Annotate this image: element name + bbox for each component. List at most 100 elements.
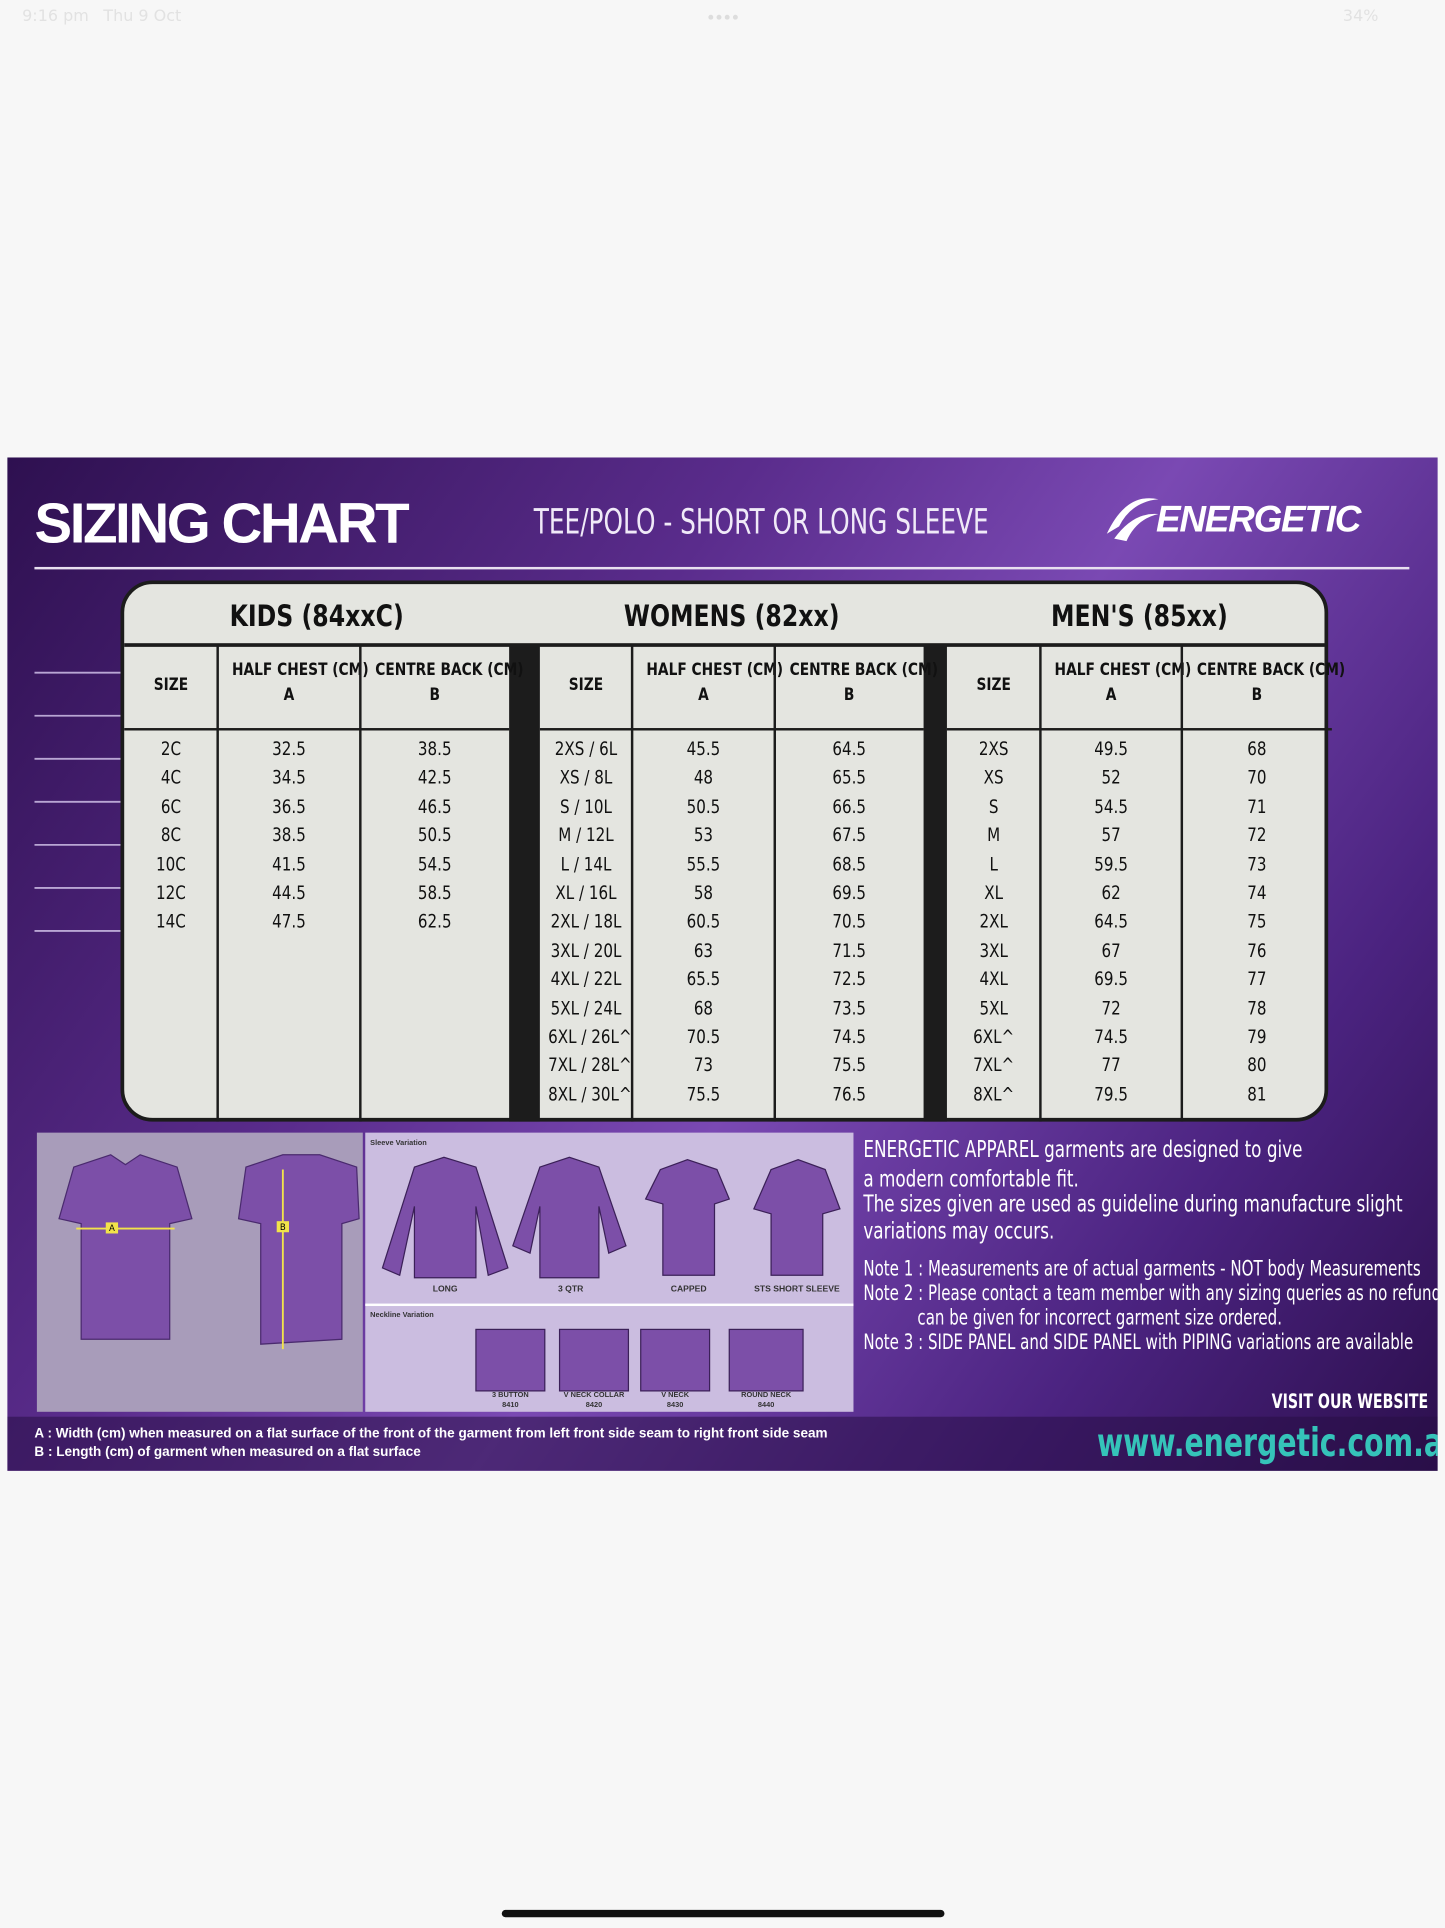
sleeve-label: 3 QTR xyxy=(557,1285,584,1294)
table-cell: 7XL / 28L^ xyxy=(548,1054,632,1077)
table-gap xyxy=(923,645,947,1122)
note-line: Note 1 : Measurements are of actual garm… xyxy=(863,1256,1421,1282)
multitask-dots[interactable] xyxy=(708,14,738,25)
table-cell: 42.5 xyxy=(417,766,452,789)
table-cell: 75.5 xyxy=(832,1054,867,1077)
column-header: B xyxy=(429,684,440,705)
home-indicator[interactable] xyxy=(501,1909,945,1918)
table-cell: 46.5 xyxy=(417,795,452,818)
table-cell: 50.5 xyxy=(686,795,721,818)
table-cell: 65.5 xyxy=(832,766,867,789)
table-cell: 70 xyxy=(1247,766,1267,789)
table-cell: 74.5 xyxy=(1094,1025,1128,1048)
sizing-chart-image: SIZING CHART TEE/POLO - SHORT OR LONG SL… xyxy=(7,457,1438,1471)
table-cell: 7XL^ xyxy=(973,1054,1015,1077)
table-panel: KIDS (84xxC) SIZE 2C 4C 6C 8C 10C 12C 14C HALF CH… xyxy=(120,580,1346,1122)
table-cell: 68 xyxy=(693,996,714,1019)
table-cell: 2XS xyxy=(978,737,1009,761)
table-cell: 67 xyxy=(1101,939,1121,962)
table-cell: 44.5 xyxy=(272,881,306,904)
table-cell: 69.5 xyxy=(832,881,867,904)
column-header: B xyxy=(1251,684,1263,705)
table-cell: 4XL xyxy=(979,968,1008,991)
column-header: SIZE xyxy=(568,675,604,695)
table-cell: 4XL / 22L xyxy=(550,968,622,991)
variation-panel: Sleeve Variation Neckline Variation LONG… xyxy=(365,1132,854,1412)
column-header: CENTRE BACK (CM) xyxy=(789,660,939,681)
table-cell: 3XL / 20L xyxy=(550,939,622,962)
table-gap xyxy=(509,645,540,1122)
table-cell: XS xyxy=(983,766,1004,789)
column-line xyxy=(1039,645,1042,1122)
table-cell: 47.5 xyxy=(272,910,306,933)
width-marker: A xyxy=(109,1224,115,1234)
table-cell: 60.5 xyxy=(686,910,721,933)
column-header: SIZE xyxy=(976,675,1011,695)
sleeve-label: CAPPED xyxy=(670,1285,707,1294)
garment-drawings xyxy=(381,1156,841,1392)
neckline-label: V NECK COLLAR xyxy=(563,1392,625,1400)
table-cell: 71 xyxy=(1247,795,1267,818)
neckline-code: 8440 xyxy=(757,1401,775,1410)
header-rule xyxy=(124,643,1325,647)
table-title: KIDS (84xxC) xyxy=(229,598,404,634)
table-cell: 6C xyxy=(160,795,182,818)
table-cell: 6XL / 26L^ xyxy=(548,1025,632,1048)
column-header: CENTRE BACK (CM) xyxy=(1196,660,1346,681)
column-header: B xyxy=(843,684,855,705)
chart-title: SIZING CHART xyxy=(34,490,409,555)
table-cell: 38.5 xyxy=(272,824,306,847)
website-url[interactable]: www.energetic.com.au xyxy=(1096,1419,1438,1466)
table-cell: 70.5 xyxy=(686,1025,721,1048)
note-line: Note 2 : Please contact a team member wi… xyxy=(863,1281,1438,1307)
legend-line: B : Length (cm) of garment when measured… xyxy=(34,1445,421,1460)
table-cell: 62 xyxy=(1101,881,1121,904)
table-cell: 3XL xyxy=(979,939,1008,962)
table-cell: 72 xyxy=(1247,824,1267,847)
table-cell: L / 14L xyxy=(560,852,612,876)
table-cell: 54.5 xyxy=(1094,795,1128,818)
table-cell: 75.5 xyxy=(686,1083,721,1106)
table-cell: 10C xyxy=(156,852,186,876)
column-header: A xyxy=(1105,684,1117,705)
table-cell: 67.5 xyxy=(832,824,867,847)
table-cell: 68 xyxy=(1247,737,1267,761)
brand-logo xyxy=(1106,498,1159,542)
table-cell: 63 xyxy=(693,939,714,962)
table-cell: 55.5 xyxy=(686,852,721,876)
header-rule xyxy=(539,728,924,731)
note-line: Note 3 : SIDE PANEL and SIDE PANEL with … xyxy=(863,1330,1414,1356)
table-cell: 58 xyxy=(693,881,714,904)
column-header: HALF CHEST (CM) xyxy=(231,660,369,681)
column-line xyxy=(773,645,776,1122)
table-cell: 64.5 xyxy=(1094,910,1128,933)
length-marker: B xyxy=(280,1223,286,1233)
visit-label: VISIT OUR WEBSITE xyxy=(1271,1389,1429,1414)
column-header: SIZE xyxy=(153,675,189,695)
table-cell: 77 xyxy=(1101,1054,1121,1077)
table-cell: 64.5 xyxy=(832,737,867,761)
table-cell: 80 xyxy=(1247,1054,1267,1077)
table-cell: 45.5 xyxy=(686,737,721,761)
table-cell: 77 xyxy=(1247,968,1267,991)
neckline-code: 8410 xyxy=(502,1401,519,1410)
table-cell: 59.5 xyxy=(1094,852,1128,876)
table-cell: 78 xyxy=(1247,996,1267,1019)
table-cell: 70.5 xyxy=(832,910,867,933)
brand-name: ENERGETIC xyxy=(1156,499,1361,540)
table-cell: 57 xyxy=(1101,824,1121,847)
table-cell: S / 10L xyxy=(559,795,612,818)
table-cell: 79 xyxy=(1247,1025,1267,1048)
table-cell: 6XL^ xyxy=(973,1025,1015,1048)
table-cell: 62.5 xyxy=(417,910,452,933)
note-line: can be given for incorrect garment size … xyxy=(917,1306,1283,1331)
subtitle: TEE/POLO - SHORT OR LONG SLEEVE xyxy=(533,501,989,543)
sleeve-label: STS SHORT SLEEVE xyxy=(754,1285,840,1294)
table-cell: 34.5 xyxy=(272,766,306,789)
table-cell: XL xyxy=(984,881,1004,904)
table-cell: 49.5 xyxy=(1094,737,1128,761)
table-cell: 76.5 xyxy=(832,1083,867,1106)
neckline-code: 8430 xyxy=(666,1401,684,1410)
table-cell: 36.5 xyxy=(272,795,306,818)
